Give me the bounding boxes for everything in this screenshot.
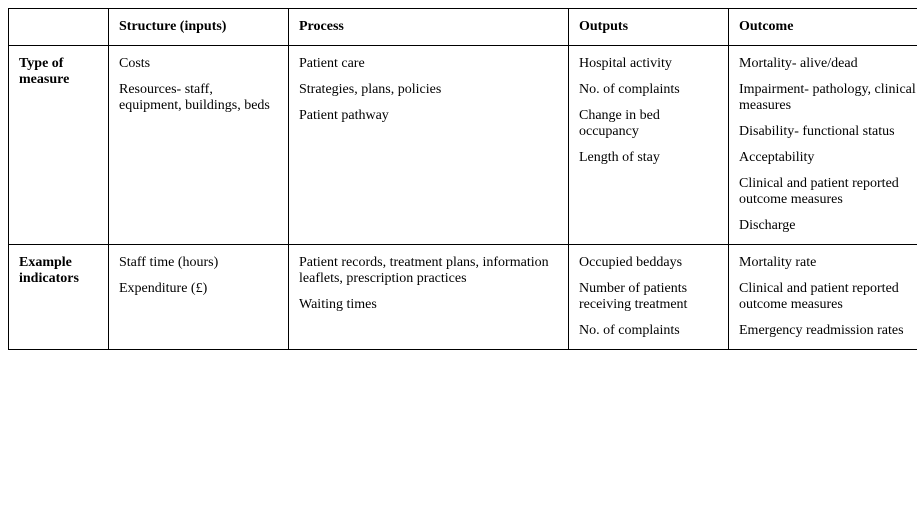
cell-item: Costs [119,56,278,72]
cell-item: Strategies, plans, policies [299,82,558,98]
table-header-row: Structure (inputs) Process Outputs Outco… [9,9,917,46]
col-header: Outputs [569,9,729,46]
col-header: Structure (inputs) [109,9,289,46]
cell-process: Patient care Strategies, plans, policies… [289,46,569,245]
cell-item: Patient care [299,56,558,72]
cell-item: Clinical and patient reported outcome me… [739,176,917,208]
cell-item: Length of stay [579,150,718,166]
cell-process: Patient records, treatment plans, inform… [289,245,569,350]
cell-structure: Costs Resources- staff, equipment, build… [109,46,289,245]
row-label: Example indicators [9,245,109,350]
cell-item: No. of complaints [579,323,718,339]
cell-item: Change in bed occupancy [579,108,718,140]
cell-outputs: Occupied beddays Number of patients rece… [569,245,729,350]
cell-item: Disability- functional status [739,124,917,140]
cell-item: Mortality- alive/dead [739,56,917,72]
cell-item: Staff time (hours) [119,255,278,271]
col-header: Outcome [729,9,917,46]
cell-structure: Staff time (hours) Expenditure (£) [109,245,289,350]
cell-item: Patient pathway [299,108,558,124]
cell-item: Emergency readmission rates [739,323,917,339]
table-row: Example indicators Staff time (hours) Ex… [9,245,917,350]
cell-item: Hospital activity [579,56,718,72]
table-row: Type of measure Costs Resources- staff, … [9,46,917,245]
cell-item: Mortality rate [739,255,917,271]
cell-item: Resources- staff, equipment, buildings, … [119,82,278,114]
cell-item: Expenditure (£) [119,281,278,297]
cell-item: Patient records, treatment plans, inform… [299,255,558,287]
cell-item: Number of patients receiving treatment [579,281,718,313]
col-header [9,9,109,46]
cell-item: Occupied beddays [579,255,718,271]
cell-outcome: Mortality- alive/dead Impairment- pathol… [729,46,917,245]
cell-item: Discharge [739,218,917,234]
row-label: Type of measure [9,46,109,245]
cell-item: Clinical and patient reported outcome me… [739,281,917,313]
measures-table: Structure (inputs) Process Outputs Outco… [8,8,917,350]
col-header: Process [289,9,569,46]
cell-item: Impairment- pathology, clinical measures [739,82,917,114]
cell-item: No. of complaints [579,82,718,98]
cell-outcome: Mortality rate Clinical and patient repo… [729,245,917,350]
cell-item: Acceptability [739,150,917,166]
cell-item: Waiting times [299,297,558,313]
cell-outputs: Hospital activity No. of complaints Chan… [569,46,729,245]
